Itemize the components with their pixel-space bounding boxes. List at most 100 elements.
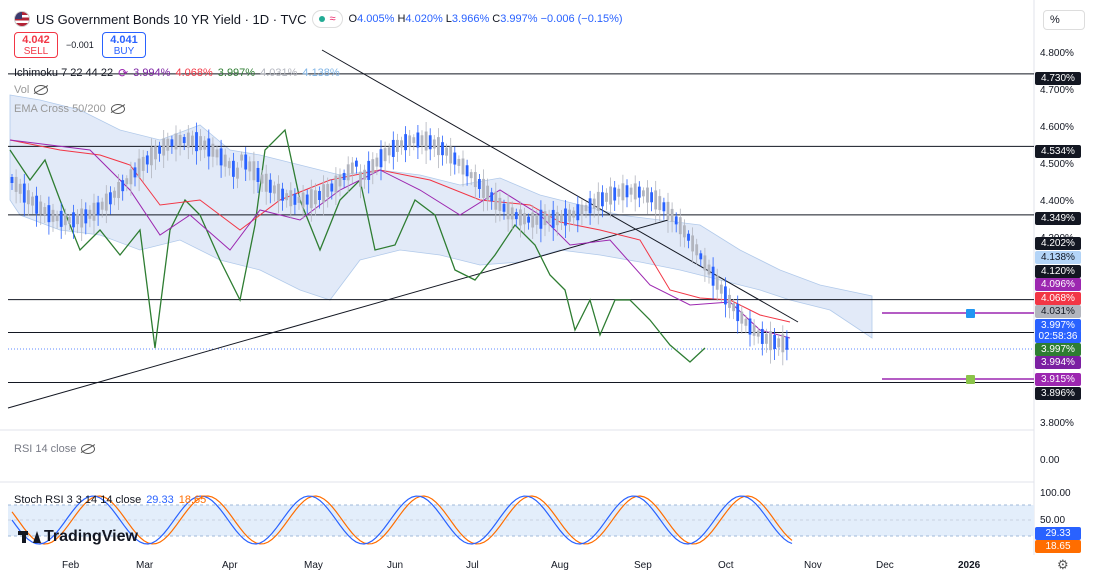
candle	[47, 205, 51, 223]
candle	[129, 169, 133, 185]
candle	[687, 233, 690, 241]
candle	[334, 175, 338, 193]
candle	[678, 217, 682, 235]
candle	[31, 196, 34, 206]
candle	[285, 193, 289, 201]
candle	[379, 149, 383, 168]
candle	[363, 169, 366, 180]
candle	[203, 140, 207, 150]
candle	[133, 167, 137, 178]
candle	[355, 160, 358, 167]
sell-button[interactable]: 4.042 SELL	[14, 32, 58, 58]
candle	[506, 202, 510, 220]
candle	[84, 209, 88, 224]
candle	[625, 185, 629, 198]
rsi-legend[interactable]: RSI 14 close	[14, 443, 96, 455]
candle	[576, 204, 580, 221]
candle	[211, 143, 215, 157]
tradingview-logo[interactable]: TradingView	[18, 528, 138, 546]
candle	[178, 134, 182, 146]
candle	[162, 138, 166, 156]
candle	[609, 186, 612, 205]
price-axis-label: 4.068%	[1035, 292, 1081, 305]
trend-line-up	[7, 219, 669, 409]
candle	[408, 135, 412, 147]
hidden-eye-icon[interactable]	[34, 85, 49, 95]
candle	[498, 197, 502, 211]
candle	[35, 195, 38, 214]
candle	[724, 286, 727, 305]
candle	[72, 212, 75, 228]
candle	[424, 131, 428, 151]
price-axis-tick: 3.800%	[1040, 418, 1074, 429]
candle	[301, 192, 305, 208]
candle	[68, 216, 71, 223]
candle	[494, 191, 498, 210]
candle	[584, 205, 588, 212]
volume-legend[interactable]: Vol	[14, 84, 49, 96]
candle	[80, 208, 84, 228]
settings-gear-icon[interactable]: ⚙	[1057, 557, 1069, 572]
candle	[428, 135, 432, 150]
stoch-axis-tick-50: 50.00	[1040, 515, 1066, 526]
price-axis-label: 4.031%	[1035, 305, 1081, 318]
candle	[732, 303, 735, 312]
hidden-eye-icon[interactable]	[110, 104, 125, 114]
time-axis-tick: Jul	[466, 560, 479, 571]
base-line	[9, 139, 791, 323]
candle	[629, 187, 633, 195]
hidden-eye-icon[interactable]	[81, 444, 96, 454]
symbol-title[interactable]: US Government Bonds 10 YR Yield · 1D · T…	[36, 11, 307, 27]
scale-mode-button[interactable]: %	[1043, 10, 1085, 30]
candle	[588, 198, 592, 214]
candle	[92, 202, 96, 221]
ema-cross-legend[interactable]: EMA Cross 50/200	[14, 103, 125, 115]
candle	[137, 158, 141, 178]
candle	[59, 210, 63, 227]
candle	[338, 174, 342, 187]
stoch-d-line	[11, 495, 793, 545]
candle	[342, 172, 346, 180]
candle	[256, 167, 260, 182]
candle	[412, 137, 416, 144]
settings-icon[interactable]: ⟳	[118, 66, 129, 80]
candle	[18, 183, 22, 194]
candle	[10, 177, 14, 183]
candle	[277, 183, 280, 201]
candle	[482, 178, 485, 198]
candle	[765, 333, 768, 344]
candle	[264, 173, 268, 192]
candle	[22, 183, 26, 203]
candle	[391, 139, 395, 157]
candle	[43, 207, 47, 216]
candle	[703, 255, 707, 271]
candle	[473, 172, 477, 188]
price-axis-label: 4.349%	[1035, 212, 1081, 225]
price-axis-label: 4.138%	[1035, 251, 1081, 264]
candle	[674, 216, 678, 225]
buy-button[interactable]: 4.041 BUY	[102, 32, 146, 58]
candle	[367, 160, 371, 180]
candle	[289, 190, 293, 207]
candle	[158, 145, 161, 154]
candle	[281, 188, 284, 201]
alert-badge	[966, 309, 975, 318]
trend-line-down	[321, 49, 799, 323]
stoch-rsi-legend[interactable]: Stoch RSI 3 3 14 14 close 29.33 18.65	[14, 494, 207, 506]
candle	[633, 183, 637, 200]
candle	[88, 209, 92, 219]
candle	[268, 179, 272, 193]
candle	[305, 194, 309, 205]
candle	[100, 201, 104, 210]
candle	[141, 156, 145, 171]
ichimoku-legend[interactable]: Ichimoku 7 22 44 22 ⟳ 3.994% 4.068% 3.99…	[14, 66, 340, 80]
market-status-pill[interactable]: ≈	[312, 10, 343, 28]
price-axis-tick: 4.500%	[1040, 159, 1074, 170]
candle	[449, 146, 453, 164]
candle	[551, 209, 555, 228]
candle	[145, 155, 149, 165]
candle	[166, 138, 170, 151]
candle	[96, 202, 100, 216]
candle	[605, 192, 608, 202]
